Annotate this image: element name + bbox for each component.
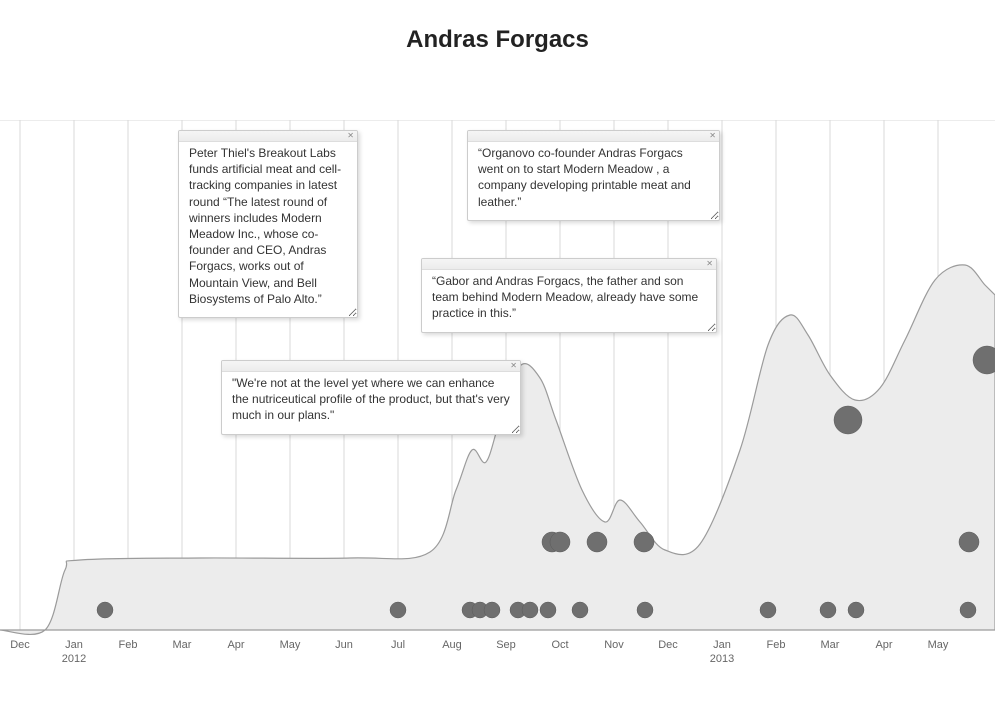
event-dot[interactable] bbox=[572, 602, 588, 618]
x-tick-label: Mar bbox=[821, 639, 840, 651]
annotation-text: "We're not at the level yet where we can… bbox=[232, 375, 510, 424]
x-tick-label: Feb bbox=[119, 639, 138, 651]
x-tick-label: Jun bbox=[335, 639, 353, 651]
x-tick-label: May bbox=[928, 639, 949, 651]
event-dot[interactable] bbox=[960, 602, 976, 618]
x-tick-label: Sep bbox=[496, 639, 516, 651]
annotation-note[interactable]: ✕“Organovo co-founder Andras Forgacs wen… bbox=[467, 130, 720, 221]
timeline-chart: Dec Jan 2012 Feb Mar Apr May Jun Jul Aug Sep Oct Nov… bbox=[0, 120, 995, 680]
event-dot[interactable] bbox=[848, 602, 864, 618]
close-icon[interactable]: ✕ bbox=[347, 131, 354, 142]
event-dot[interactable] bbox=[97, 602, 113, 618]
x-tick-year: 2013 bbox=[710, 653, 734, 665]
x-tick-label: Aug bbox=[442, 639, 462, 651]
event-dot[interactable] bbox=[637, 602, 653, 618]
event-dot[interactable] bbox=[760, 602, 776, 618]
annotation-text: “Gabor and Andras Forgacs, the father an… bbox=[432, 273, 706, 322]
event-dot[interactable] bbox=[540, 602, 556, 618]
x-tick-label: Oct bbox=[551, 639, 568, 651]
annotation-text: “Organovo co-founder Andras Forgacs went… bbox=[478, 145, 709, 210]
x-tick-label: Jul bbox=[391, 639, 405, 651]
event-dot[interactable] bbox=[550, 532, 570, 552]
close-icon[interactable]: ✕ bbox=[706, 259, 713, 270]
page-title: Andras Forgacs bbox=[0, 0, 995, 54]
x-tick-year: 2012 bbox=[62, 653, 86, 665]
x-tick-label: Jan bbox=[65, 639, 83, 651]
event-dot[interactable] bbox=[959, 532, 979, 552]
x-tick-label: Feb bbox=[767, 639, 786, 651]
x-tick-label: May bbox=[280, 639, 301, 651]
annotation-text: Peter Thiel's Breakout Labs funds artifi… bbox=[189, 145, 347, 307]
event-dot[interactable] bbox=[834, 406, 862, 434]
annotation-note[interactable]: ✕"We're not at the level yet where we ca… bbox=[221, 360, 521, 435]
x-tick-label: Dec bbox=[658, 639, 678, 651]
event-dot[interactable] bbox=[587, 532, 607, 552]
event-dot[interactable] bbox=[390, 602, 406, 618]
x-axis: Dec Jan 2012 Feb Mar Apr May Jun Jul Aug Sep Oct Nov… bbox=[10, 639, 949, 665]
annotation-note[interactable]: ✕“Gabor and Andras Forgacs, the father a… bbox=[421, 258, 717, 333]
close-icon[interactable]: ✕ bbox=[510, 361, 517, 372]
annotation-note[interactable]: ✕Peter Thiel's Breakout Labs funds artif… bbox=[178, 130, 358, 318]
x-tick-label: Apr bbox=[875, 639, 892, 651]
x-tick-label: Jan bbox=[713, 639, 731, 651]
x-tick-label: Dec bbox=[10, 639, 30, 651]
close-icon[interactable]: ✕ bbox=[709, 131, 716, 142]
event-dot[interactable] bbox=[484, 602, 500, 618]
x-tick-label: Nov bbox=[604, 639, 624, 651]
x-tick-label: Apr bbox=[227, 639, 244, 651]
x-tick-label: Mar bbox=[173, 639, 192, 651]
event-dot[interactable] bbox=[820, 602, 836, 618]
event-dot[interactable] bbox=[522, 602, 538, 618]
event-dot[interactable] bbox=[634, 532, 654, 552]
